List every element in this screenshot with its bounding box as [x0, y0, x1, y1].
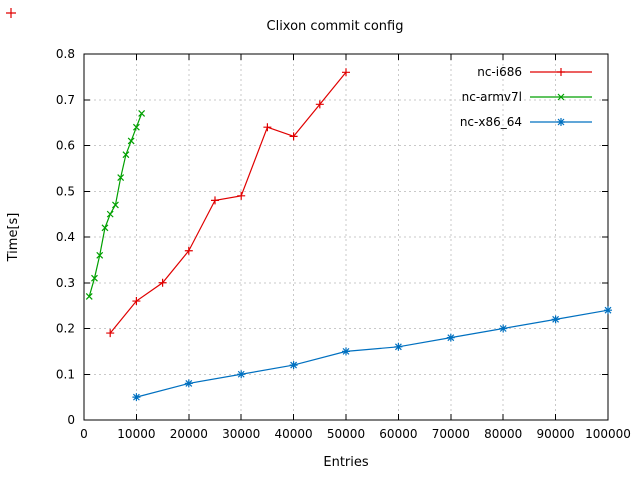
- legend-entry-nc-armv7l: nc-armv7l: [462, 90, 592, 104]
- x-tick-label: 80000: [484, 427, 522, 441]
- x-tick-label: 100000: [585, 427, 631, 441]
- x-tick-label: 10000: [117, 427, 155, 441]
- series-group: [85, 68, 612, 402]
- x-tick-label: 0: [80, 427, 88, 441]
- y-tick-label: 0.7: [56, 93, 75, 107]
- y-tick-label: 0.8: [56, 47, 75, 61]
- series-nc-x86_64: [132, 306, 612, 402]
- x-tick-label: 40000: [275, 427, 313, 441]
- legend-entry-nc-i686: nc-i686: [477, 65, 592, 79]
- y-tick-label: 0.5: [56, 184, 75, 198]
- y-tick-label: 0.4: [56, 230, 75, 244]
- grid-lines: [83, 53, 609, 421]
- x-tick-label: 30000: [222, 427, 260, 441]
- legend-entry-nc-x86_64: nc-x86_64: [460, 115, 592, 129]
- y-axis-label: Time[s]: [6, 213, 21, 263]
- x-tick-labels: 0 10000 20000 30000 40000 50000 60000 70000 8000…: [80, 427, 631, 441]
- y-tick-label: 0.2: [56, 322, 75, 336]
- axis-ticks: [83, 53, 609, 421]
- x-tick-label: 90000: [537, 427, 575, 441]
- y-tick-label: 0.1: [56, 367, 75, 381]
- legend-label: nc-armv7l: [462, 90, 522, 104]
- series-nc-i686: [106, 68, 350, 338]
- chart-title: Clixon commit config: [267, 19, 404, 34]
- y-tick-labels: 0 0.1 0.2 0.3 0.4 0.5 0.6 0.7 0.8: [56, 47, 75, 427]
- y-tick-label: 0: [67, 413, 75, 427]
- legend-label: nc-x86_64: [460, 115, 522, 129]
- x-axis-label: Entries: [323, 455, 369, 470]
- x-tick-label: 20000: [170, 427, 208, 441]
- red-plus-icon: [6, 8, 16, 18]
- x-tick-label: 60000: [379, 427, 417, 441]
- x-tick-label: 50000: [327, 427, 365, 441]
- legend: nc-i686 nc-armv7l nc-x86_64: [460, 65, 592, 129]
- series-nc-armv7l: [85, 110, 146, 300]
- x-tick-label: 70000: [432, 427, 470, 441]
- legend-label: nc-i686: [477, 65, 522, 79]
- y-tick-label: 0.6: [56, 139, 75, 153]
- y-tick-label: 0.3: [56, 276, 75, 290]
